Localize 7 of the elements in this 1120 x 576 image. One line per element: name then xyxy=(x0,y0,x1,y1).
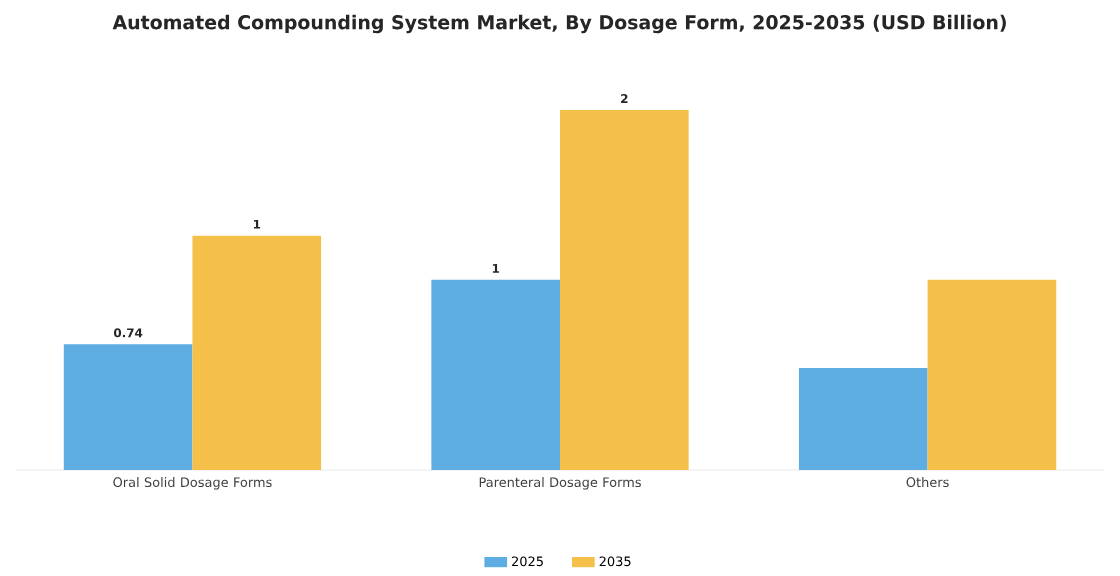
bar xyxy=(192,235,322,470)
bar xyxy=(798,367,928,470)
bar xyxy=(927,279,1057,470)
chart-title: Automated Compounding System Market, By Dosage Form, 2025-2035 (USD Billion) xyxy=(112,14,1006,33)
bar xyxy=(63,343,193,470)
bar xyxy=(560,109,689,470)
bar xyxy=(431,279,561,470)
